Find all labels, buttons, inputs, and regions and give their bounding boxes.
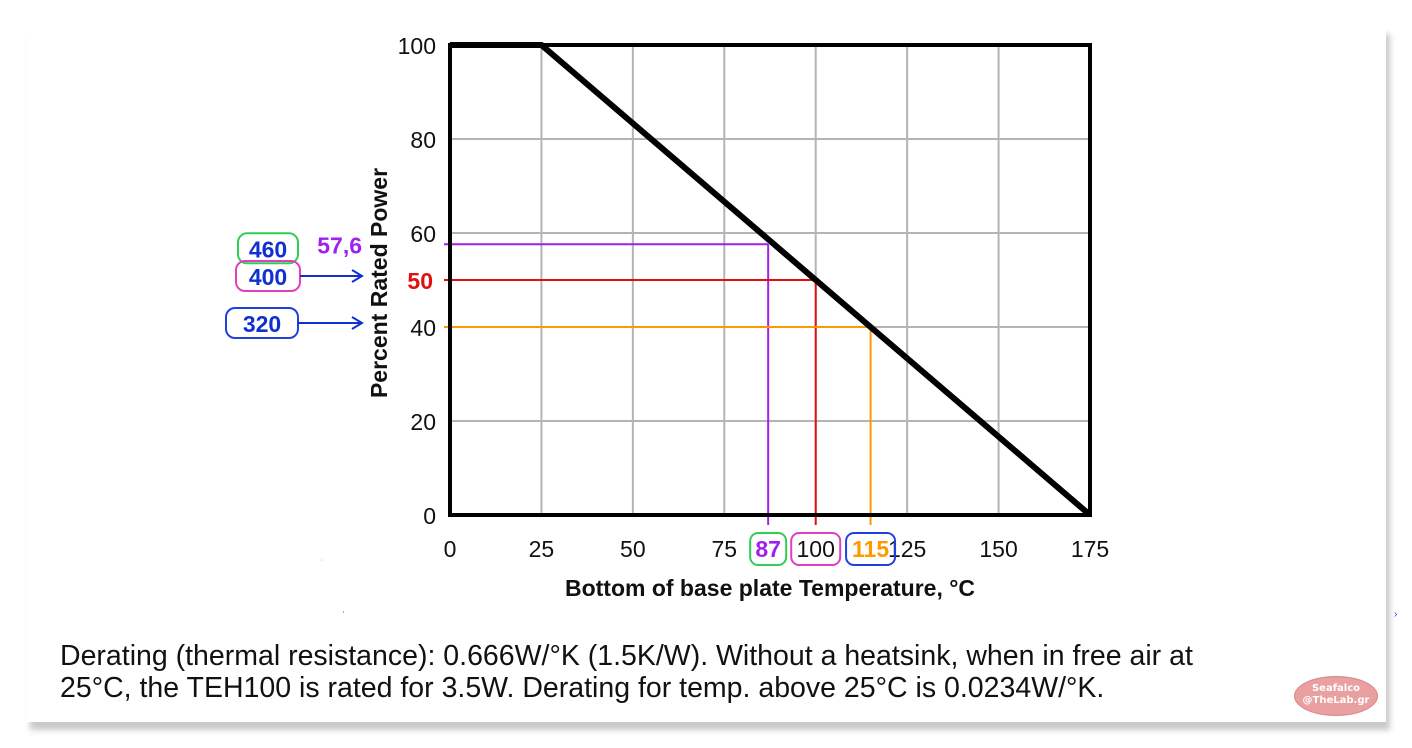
x-tick-label-50: 50 (620, 536, 646, 562)
caption: Derating (thermal resistance): 0.666W/°K… (60, 640, 1380, 704)
side-box-460 (237, 232, 299, 265)
stray-mark-blue: › (1394, 609, 1398, 620)
x-tick-label-75: 75 (711, 536, 737, 562)
side-arrow-head-320 (351, 316, 364, 330)
caption-line-1: Derating (thermal resistance): 0.666W/°K… (60, 640, 1193, 672)
y-highlight-label-100: 50 (407, 268, 433, 294)
y-axis-label: Percent Rated Power (366, 168, 392, 398)
caption-line-2: 25°C, the TEH100 is rated for 3.5W. Dera… (60, 672, 1105, 704)
y-tick-labels: 0 20 40 60 80 100 (398, 33, 436, 529)
stray-mark-orange: ˌ (320, 551, 324, 562)
y-highlight-labels: 57,6 50 (317, 232, 433, 294)
y-tick-label-0: 0 (423, 503, 436, 529)
x-label-box-87 (749, 532, 788, 566)
x-label-115: 115 (852, 536, 889, 562)
y-tick-label-60: 60 (410, 221, 436, 247)
y-tick-label-80: 80 (410, 127, 436, 153)
x-axis-label: Bottom of base plate Temperature, °C (565, 575, 975, 601)
watermark-logo: Seafalco @TheLab.gr (1294, 676, 1378, 716)
side-label-320: 320 (243, 311, 281, 337)
side-arrow-head-400 (351, 269, 364, 283)
x-tick-label-25: 25 (529, 536, 555, 562)
side-label-460: 460 (249, 236, 287, 262)
y-tick-label-20: 20 (410, 409, 436, 435)
x-label-100: 100 (797, 536, 835, 562)
x-label-87: 87 (755, 536, 781, 562)
stray-mark-red: ˌ (342, 603, 346, 614)
y-highlight-label-87: 57,6 (317, 232, 362, 258)
side-label-400: 400 (249, 264, 287, 290)
x-highlight-labels: 87 100 115 (749, 532, 897, 566)
x-tick-label-150: 150 (979, 536, 1017, 562)
x-tick-label-125: 125 (888, 536, 926, 562)
watermark-line-1: Seafalco (1311, 683, 1361, 694)
watermark-line-2: @TheLab.gr (1302, 695, 1370, 706)
reference-lines (444, 243, 872, 525)
x-label-box-100 (790, 532, 842, 566)
y-tick-label-100: 100 (398, 33, 436, 59)
x-tick-label-0: 0 (444, 536, 457, 562)
plot-frame (448, 43, 1092, 517)
x-tick-label-175: 175 (1071, 536, 1109, 562)
x-label-box-115 (845, 532, 897, 566)
slide-page (26, 26, 1386, 722)
y-tick-label-40: 40 (410, 315, 436, 341)
